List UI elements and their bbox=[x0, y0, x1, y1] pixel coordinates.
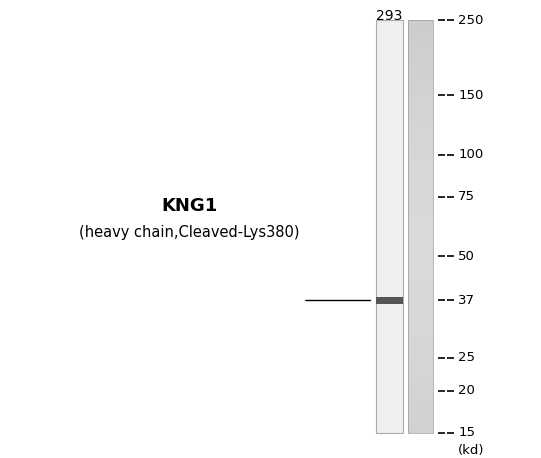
Bar bbox=[408, 425, 433, 433]
Text: 20: 20 bbox=[458, 384, 475, 397]
Bar bbox=[408, 192, 433, 199]
Bar bbox=[408, 206, 433, 213]
Bar bbox=[408, 75, 433, 82]
Bar bbox=[408, 226, 433, 234]
Bar bbox=[408, 164, 433, 172]
Bar bbox=[408, 377, 433, 385]
Bar bbox=[408, 27, 433, 34]
Bar bbox=[408, 185, 433, 192]
Bar bbox=[408, 309, 433, 316]
Bar bbox=[408, 41, 433, 48]
Bar bbox=[408, 254, 433, 261]
Bar bbox=[408, 55, 433, 62]
Bar bbox=[408, 336, 433, 344]
Bar bbox=[408, 199, 433, 206]
Text: 150: 150 bbox=[458, 89, 484, 102]
Text: (kd): (kd) bbox=[458, 445, 485, 458]
Bar bbox=[408, 109, 433, 117]
Bar bbox=[408, 405, 433, 412]
Bar bbox=[408, 61, 433, 69]
Bar bbox=[408, 34, 433, 41]
Bar bbox=[408, 261, 433, 268]
Bar bbox=[408, 419, 433, 426]
Bar bbox=[408, 123, 433, 131]
Bar bbox=[408, 412, 433, 419]
Bar bbox=[408, 213, 433, 220]
Bar bbox=[408, 21, 433, 433]
Bar bbox=[408, 103, 433, 110]
Text: (heavy chain,Cleaved-Lys380): (heavy chain,Cleaved-Lys380) bbox=[79, 224, 300, 240]
Bar bbox=[408, 295, 433, 302]
Bar bbox=[408, 158, 433, 165]
Bar bbox=[408, 82, 433, 89]
Bar bbox=[408, 20, 433, 27]
Bar bbox=[408, 274, 433, 282]
Bar bbox=[408, 302, 433, 309]
Bar bbox=[376, 297, 403, 304]
Text: 37: 37 bbox=[458, 294, 475, 307]
Bar bbox=[408, 329, 433, 337]
Bar bbox=[408, 281, 433, 289]
Text: 75: 75 bbox=[458, 191, 475, 203]
Text: 25: 25 bbox=[458, 351, 475, 365]
Bar bbox=[408, 219, 433, 227]
Bar bbox=[408, 350, 433, 357]
Bar bbox=[408, 391, 433, 398]
Bar bbox=[408, 68, 433, 76]
Bar bbox=[408, 130, 433, 137]
Text: KNG1: KNG1 bbox=[161, 197, 217, 215]
Text: 50: 50 bbox=[458, 250, 475, 263]
Bar bbox=[408, 357, 433, 364]
Bar bbox=[408, 267, 433, 275]
Bar bbox=[408, 233, 433, 240]
Bar bbox=[408, 178, 433, 185]
Bar bbox=[408, 240, 433, 247]
Text: 100: 100 bbox=[458, 148, 484, 161]
Bar bbox=[408, 96, 433, 103]
Bar bbox=[408, 116, 433, 124]
Bar bbox=[408, 371, 433, 378]
Bar bbox=[408, 151, 433, 158]
Bar bbox=[408, 48, 433, 55]
Bar bbox=[408, 144, 433, 151]
Text: 15: 15 bbox=[458, 426, 475, 439]
Bar bbox=[408, 288, 433, 295]
Bar bbox=[408, 398, 433, 405]
Bar bbox=[408, 384, 433, 392]
Text: 293: 293 bbox=[377, 9, 403, 23]
Bar bbox=[408, 247, 433, 254]
Bar bbox=[408, 89, 433, 96]
Bar bbox=[408, 343, 433, 350]
Bar bbox=[408, 137, 433, 144]
Bar bbox=[408, 171, 433, 179]
Bar bbox=[408, 364, 433, 371]
Text: 250: 250 bbox=[458, 14, 484, 27]
Bar bbox=[408, 316, 433, 323]
Bar bbox=[408, 322, 433, 330]
Bar bbox=[376, 21, 403, 433]
